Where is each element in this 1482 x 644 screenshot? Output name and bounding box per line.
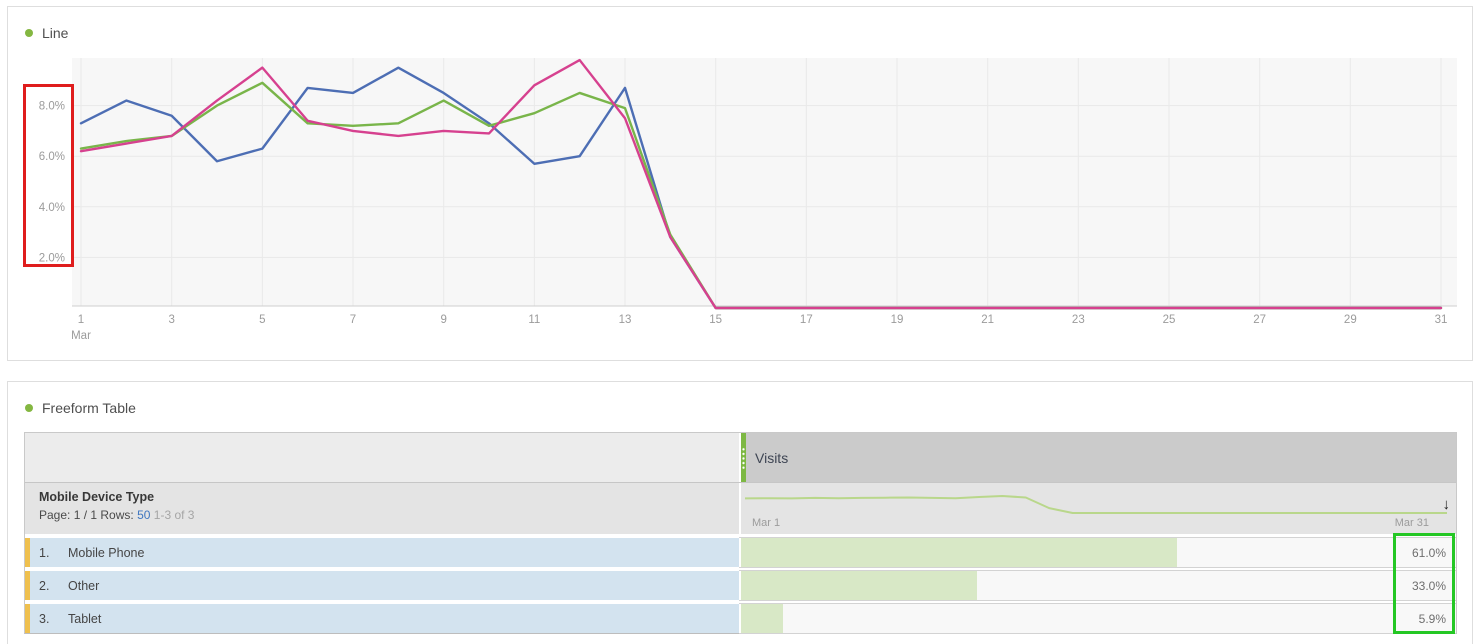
row-data-cell: 33.0% xyxy=(739,571,1456,600)
svg-text:8.0%: 8.0% xyxy=(39,101,65,113)
dimension-name: Mobile Device Type xyxy=(39,490,155,504)
page-info: Page: 1 / 1 xyxy=(39,508,98,522)
visits-column-header[interactable]: Visits xyxy=(739,433,1456,482)
row-rank: 3. xyxy=(39,611,50,626)
row-data-cell: 5.9% xyxy=(739,604,1456,633)
svg-text:25: 25 xyxy=(1163,314,1176,326)
row-range-info: 1-3 of 3 xyxy=(153,508,195,522)
value-bar xyxy=(741,604,784,633)
svg-text:7: 7 xyxy=(350,314,356,326)
svg-text:13: 13 xyxy=(619,314,632,326)
svg-text:1: 1 xyxy=(78,314,84,326)
svg-text:21: 21 xyxy=(981,314,994,326)
table-panel-title-label: Freeform Table xyxy=(42,400,136,416)
table-panel-title: Freeform Table xyxy=(25,400,136,416)
table-header-spacer-cell xyxy=(25,433,739,482)
svg-text:2.0%: 2.0% xyxy=(39,252,65,264)
pagination-info: Page: 1 / 1 Rows: 50 1-3 of 3 xyxy=(39,508,739,522)
table-row[interactable]: 1. Mobile Phone 61.0% xyxy=(25,538,1456,567)
column-drag-grip-icon[interactable] xyxy=(741,433,746,482)
column-summary-cell: Mar 1 Mar 31 ↓ xyxy=(739,483,1456,534)
svg-text:Mar: Mar xyxy=(71,330,91,342)
svg-text:29: 29 xyxy=(1344,314,1357,326)
svg-text:27: 27 xyxy=(1253,314,1266,326)
visits-column-label: Visits xyxy=(755,449,789,466)
value-bar xyxy=(741,538,1178,567)
svg-text:19: 19 xyxy=(891,314,904,326)
table-header-row: Visits xyxy=(25,433,1456,483)
row-rank: 1. xyxy=(39,545,50,560)
red-annotation-box xyxy=(23,84,74,267)
freeform-table-panel: Freeform Table Visits Mobile Device Type… xyxy=(7,381,1473,644)
row-label-cell: 3. Tablet xyxy=(25,604,739,633)
panel-accent-dot-icon xyxy=(25,29,33,37)
svg-text:4.0%: 4.0% xyxy=(39,202,65,214)
row-name: Tablet xyxy=(68,611,102,626)
sparkline-end-label: Mar 31 xyxy=(1394,517,1429,529)
svg-text:5: 5 xyxy=(259,314,265,326)
row-value: 33.0% xyxy=(1411,578,1446,593)
row-data-cell: 61.0% xyxy=(739,538,1456,567)
svg-text:17: 17 xyxy=(800,314,813,326)
row-name: Other xyxy=(68,578,100,593)
line-chart-canvas[interactable]: 2.0%4.0%6.0%8.0%1 3 5 7 9 11 13 15 17 19 21 23 25 27 2… xyxy=(8,7,1472,360)
table-row[interactable]: 2. Other 33.0% xyxy=(25,571,1456,600)
dimension-header-row: Mobile Device Type Page: 1 / 1 Rows: 50 … xyxy=(25,483,1456,534)
panel-accent-dot-icon xyxy=(25,404,33,412)
rows-label: Rows: xyxy=(100,508,134,522)
row-name: Mobile Phone xyxy=(68,545,145,560)
sort-descending-icon[interactable]: ↓ xyxy=(1442,496,1451,513)
line-chart-panel: Line 2.0% 4.0% 6.0% 8.0% 1 3 5 7 9 11 13 15 17 19 21 23… xyxy=(7,6,1473,361)
rows-count-link[interactable]: 50 xyxy=(137,508,151,522)
row-label-cell: 1. Mobile Phone xyxy=(25,538,739,567)
value-bar xyxy=(741,571,977,600)
table-row[interactable]: 3. Tablet 5.9% xyxy=(25,604,1456,633)
visits-sparkline xyxy=(744,495,1447,514)
line-panel-title: Line xyxy=(25,25,68,41)
svg-text:31: 31 xyxy=(1435,314,1448,326)
svg-text:3: 3 xyxy=(168,314,174,326)
row-value: 61.0% xyxy=(1411,545,1446,560)
line-panel-title-label: Line xyxy=(42,25,69,41)
row-label-cell: 2. Other xyxy=(25,571,739,600)
svg-text:15: 15 xyxy=(709,314,722,326)
row-rank: 2. xyxy=(39,578,50,593)
svg-text:6.0%: 6.0% xyxy=(39,151,65,163)
green-annotation-box xyxy=(1393,533,1455,634)
svg-text:9: 9 xyxy=(440,314,446,326)
row-value: 5.9% xyxy=(1418,611,1446,626)
svg-text:23: 23 xyxy=(1072,314,1085,326)
dimension-header-cell: Mobile Device Type Page: 1 / 1 Rows: 50 … xyxy=(25,483,739,534)
freeform-table: Visits Mobile Device Type Page: 1 / 1 Ro… xyxy=(24,432,1457,634)
sparkline-start-label: Mar 1 xyxy=(752,517,781,529)
svg-text:11: 11 xyxy=(528,314,540,326)
